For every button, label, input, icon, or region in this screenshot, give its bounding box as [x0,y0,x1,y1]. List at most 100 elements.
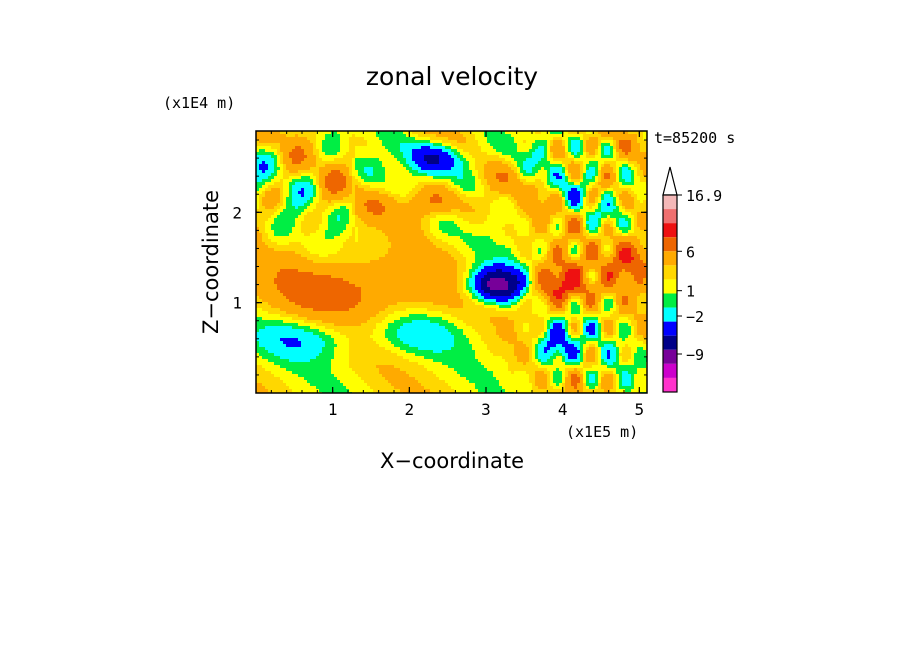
field-cell [298,161,302,165]
field-cell [301,182,305,186]
field-cell [454,236,458,240]
field-cell [448,182,452,186]
field-cell [301,140,305,144]
field-cell [388,131,392,135]
field-cell [505,137,509,141]
field-cell [382,233,386,237]
field-cell [277,236,281,240]
field-cell [637,143,641,147]
field-cell [529,221,533,225]
field-cell [541,155,545,159]
field-cell [496,131,500,135]
field-cell [325,200,329,204]
field-cell [448,206,452,210]
field-cell [625,206,629,210]
field-cell [454,227,458,231]
field-cell [331,182,335,186]
field-cell [598,149,602,153]
field-cell [451,185,455,189]
field-cell [442,236,446,240]
field-cell [358,203,362,207]
field-cell [391,140,395,144]
field-cell [403,146,407,150]
field-cell [481,140,485,144]
field-cell [286,242,290,246]
field-cell [640,224,644,228]
field-cell [490,218,494,222]
field-cell [517,173,521,177]
field-cell [364,212,368,216]
field-cell [298,209,302,213]
field-cell [595,236,599,240]
field-cell [619,146,623,150]
field-cell [442,233,446,237]
field-cell [457,167,461,171]
field-cell [382,215,386,219]
field-cell [445,152,449,156]
field-cell [316,230,320,234]
field-cell [265,131,269,135]
field-cell [358,242,362,246]
field-cell [520,221,524,225]
field-cell [400,200,404,204]
field-cell [469,224,473,228]
field-cell [538,131,542,135]
field-cell [505,185,509,189]
field-cell [517,218,521,222]
field-cell [601,197,605,201]
field-cell [430,236,434,240]
field-cell [412,194,416,198]
field-cell [256,215,260,219]
field-cell [295,209,299,213]
field-cell [313,194,317,198]
field-cell [352,134,356,138]
field-cell [487,155,491,159]
field-cell [316,146,320,150]
field-cell [298,185,302,189]
field-cell [583,164,587,168]
field-cell [541,173,545,177]
field-cell [628,218,632,222]
field-cell [607,236,611,240]
field-cell [433,200,437,204]
field-cell [280,146,284,150]
field-cell [292,161,296,165]
field-cell [331,179,335,183]
field-cell [337,170,341,174]
field-cell [259,185,263,189]
field-cell [454,224,458,228]
field-cell [574,185,578,189]
field-cell [634,212,638,216]
field-cell [277,167,281,171]
field-cell [556,191,560,195]
field-cell [361,212,365,216]
field-cell [283,212,287,216]
field-cell [517,131,521,135]
field-cell [583,209,587,213]
field-cell [541,161,545,165]
field-cell [334,167,338,171]
field-cell [277,134,281,138]
field-cell [343,209,347,213]
field-cell [643,161,647,165]
field-cell [283,164,287,168]
field-cell [544,197,548,201]
field-cell [277,242,281,246]
field-cell [262,149,266,153]
field-cell [586,200,590,204]
field-cell [610,188,614,192]
field-cell [394,137,398,141]
field-cell [358,170,362,174]
field-cell [409,155,413,159]
field-cell [643,155,647,159]
field-cell [418,134,422,138]
field-cell [556,134,560,138]
field-cell [292,215,296,219]
field-cell [595,197,599,201]
field-cell [403,140,407,144]
field-cell [331,239,335,243]
field-cell [616,203,620,207]
field-cell [526,215,530,219]
field-cell [487,182,491,186]
field-cell [457,176,461,180]
